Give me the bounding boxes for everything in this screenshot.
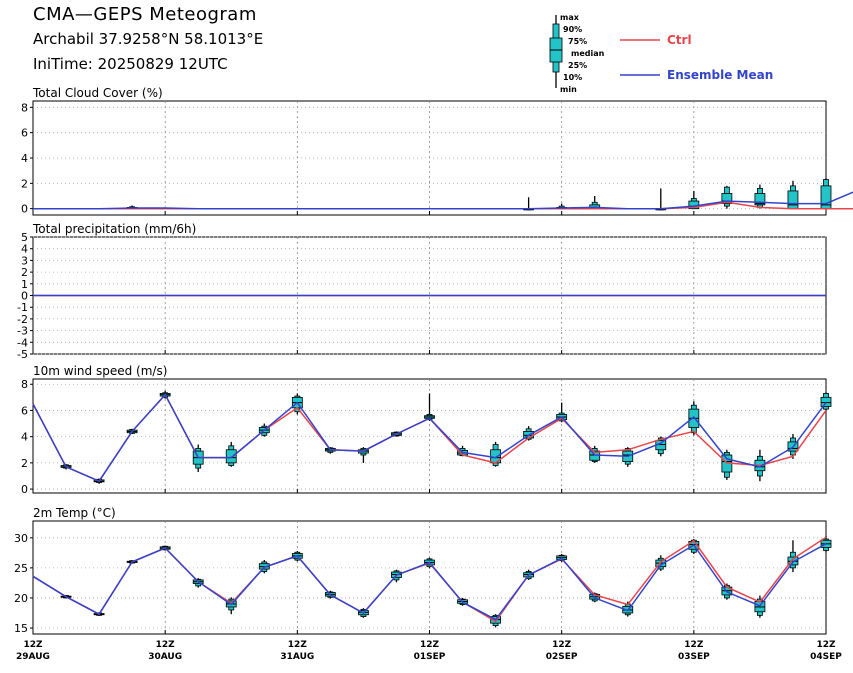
y-tick-label: -2	[17, 313, 28, 326]
y-tick-label: 4	[21, 152, 28, 165]
y-tick-label: 6	[21, 127, 28, 140]
y-tick-label: 8	[21, 378, 28, 391]
legend-label-75pct: 75%	[568, 37, 587, 46]
legend-label-25pct: 25%	[568, 61, 587, 70]
y-tick-label: -1	[17, 301, 28, 314]
panel-title: Total precipitation (mm/6h)	[32, 222, 196, 236]
y-tick-label: -3	[17, 325, 28, 338]
location-label: Archabil 37.9258°N 58.1013°E	[33, 30, 264, 48]
x-tick-label-date: 01SEP	[414, 652, 446, 662]
y-tick-label: 3	[21, 254, 28, 267]
x-tick-label-date: 31AUG	[280, 652, 314, 662]
box-12	[424, 393, 435, 421]
box-19	[655, 188, 667, 211]
box-inner	[820, 396, 832, 407]
chart-title: CMA—GEPS Meteogram	[33, 4, 257, 25]
legend-mean-label: Ensemble Mean	[667, 68, 773, 82]
y-tick-label: -4	[17, 336, 28, 349]
x-tick-label-date: 03SEP	[678, 652, 710, 662]
legend-label-max: max	[560, 13, 580, 22]
legend-ctrl-label: Ctrl	[667, 33, 692, 47]
panel-1: Total precipitation (mm/6h) -5-4-3-2-1012…	[17, 222, 827, 361]
mean-line	[33, 191, 853, 210]
x-tick-label-date: 04SEP	[810, 652, 842, 662]
y-tick-label: 2	[21, 266, 28, 279]
y-tick-label: 0	[21, 203, 28, 216]
x-tick-label-hour: 12Z	[23, 640, 43, 650]
x-tick-label-hour: 12Z	[420, 640, 440, 650]
y-tick-label: 1	[21, 278, 28, 291]
y-tick-label: 0	[21, 483, 28, 496]
y-tick-label: 15	[14, 622, 28, 635]
x-tick-label-date: 29AUG	[16, 652, 50, 662]
panel-title: Total Cloud Cover (%)	[32, 86, 163, 100]
x-tick-label-hour: 12Z	[156, 640, 176, 650]
x-tick-label-date: 02SEP	[546, 652, 578, 662]
y-tick-label: 4	[21, 243, 28, 256]
panel-title: 2m Temp (°C)	[33, 506, 116, 520]
box-inner	[754, 193, 766, 206]
box-23	[787, 180, 799, 210]
x-tick-label-hour: 12Z	[552, 640, 572, 650]
y-tick-label: 2	[21, 177, 28, 190]
panel-3: 2m Temp (°C) 15 20 25 30	[14, 506, 832, 635]
box-inner	[721, 193, 733, 204]
y-tick-label: 5	[21, 231, 28, 244]
panel-2: 10m wind speed (m/s) 0 2 4 6 8	[21, 364, 832, 496]
x-tick-label-date: 30AUG	[148, 652, 182, 662]
y-tick-label: 30	[14, 532, 28, 545]
y-tick-label: 8	[21, 101, 28, 114]
legend-label-10pct: 10%	[563, 73, 582, 82]
ctrl-line	[32, 536, 827, 623]
legend-label-90pct: 90%	[563, 25, 582, 34]
init-time-label: IniTime: 20250829 12UTC	[33, 55, 228, 73]
x-tick-label-hour: 12Z	[684, 640, 704, 650]
y-tick-label: 2	[21, 457, 28, 470]
legend-box: max 90% 75% median 25% 10% min	[549, 13, 605, 94]
mean-line	[32, 393, 827, 483]
box-5	[192, 578, 204, 588]
box-inner	[787, 190, 799, 210]
box-24	[820, 392, 832, 412]
y-tick-label: 0	[21, 290, 28, 303]
box-20	[688, 401, 700, 436]
box-22	[754, 184, 766, 209]
box-21	[721, 185, 733, 209]
box-inner	[225, 449, 237, 464]
x-tick-label-hour: 12Z	[288, 640, 308, 650]
y-tick-label: 4	[21, 431, 28, 444]
panel-title: 10m wind speed (m/s)	[33, 364, 167, 378]
panel-0: Total Cloud Cover (%) 0 2 4 6 8	[21, 86, 853, 216]
y-tick-label: 20	[14, 592, 28, 605]
legend-label-median: median	[571, 49, 605, 58]
box-22	[754, 595, 766, 618]
y-tick-label: 6	[21, 404, 28, 417]
y-tick-label: 25	[14, 562, 28, 575]
mean-line	[32, 543, 827, 621]
x-tick-label-hour: 12Z	[816, 640, 836, 650]
legend-label-min: min	[560, 85, 577, 94]
y-tick-label: -5	[17, 348, 28, 361]
